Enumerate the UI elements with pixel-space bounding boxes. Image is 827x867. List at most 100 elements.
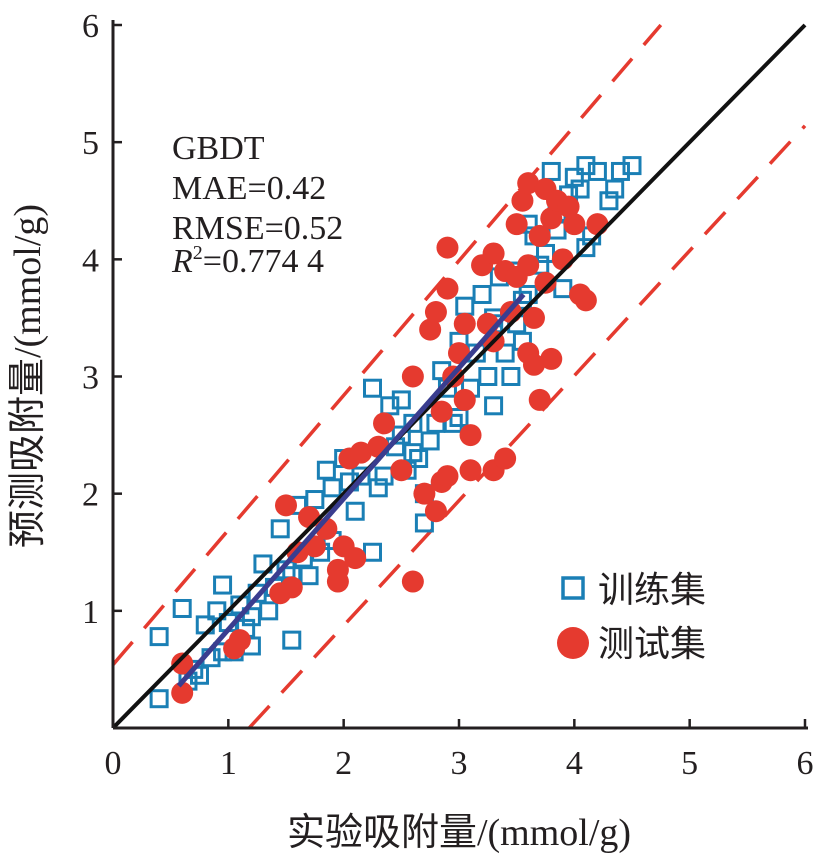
test-point [413, 482, 436, 505]
test-point [534, 271, 557, 294]
train-point [610, 161, 630, 181]
train-point [172, 598, 192, 618]
metrics-annotation: GBDT MAE=0.42 RMSE=0.52 R2=0.774 4 [171, 130, 343, 280]
train-point [455, 296, 475, 316]
test-point [430, 400, 453, 423]
test-point [482, 242, 505, 265]
train-point [368, 478, 388, 498]
train-point [587, 161, 607, 181]
legend-test-label: 测试集 [598, 624, 706, 664]
test-point [275, 494, 297, 517]
legend-train-label: 训练集 [598, 570, 706, 610]
test-point [424, 301, 447, 324]
y-axis-label: 预测吸附量/(mmol/g) [7, 204, 49, 548]
train-point [512, 290, 532, 310]
y-tick-label: 1 [82, 594, 99, 631]
train-point [576, 238, 596, 258]
axes: 0 1 2 3 4 5 6 1 2 3 4 5 6 [82, 8, 814, 782]
train-point [414, 513, 434, 533]
test-point [269, 582, 292, 605]
train-point [270, 519, 290, 539]
test-point [540, 207, 563, 230]
legend-test-marker [557, 627, 589, 659]
test-point [436, 236, 459, 259]
test-point [373, 412, 396, 435]
train-point [622, 156, 642, 176]
fit-line [176, 292, 526, 688]
x-tick-label: 6 [797, 745, 814, 782]
x-axis-label: 实验吸附量/(mmol/g) [287, 812, 631, 854]
test-point [419, 318, 442, 341]
test-point [171, 652, 194, 675]
test-point [326, 570, 349, 593]
train-point [282, 630, 302, 650]
train-point [363, 378, 382, 398]
test-point [528, 224, 551, 247]
test-point [511, 189, 534, 212]
train-point [345, 501, 365, 521]
train-point [207, 601, 227, 621]
test-point [586, 213, 609, 236]
train-point [380, 396, 400, 416]
x-tick-label: 3 [451, 745, 468, 782]
test-point [223, 637, 246, 660]
test-point [522, 306, 545, 329]
test-point [390, 459, 413, 482]
test-point [436, 465, 459, 488]
train-point [478, 367, 498, 386]
test-point [563, 213, 586, 236]
train-point [374, 466, 394, 486]
train-point [403, 413, 423, 433]
model-name: GBDT [172, 130, 265, 167]
y-tick-label: 2 [82, 477, 99, 514]
train-point [409, 449, 429, 469]
train-point [305, 490, 325, 510]
test-point [557, 195, 580, 218]
x-tick-label: 1 [220, 745, 237, 782]
test-point [436, 277, 459, 300]
train-point [472, 284, 492, 304]
train-point [149, 627, 169, 647]
train-point [259, 601, 279, 621]
r2-symbol: R [171, 243, 193, 280]
test-point [540, 347, 563, 370]
x-tick-label: 2 [335, 745, 352, 782]
train-point [213, 575, 233, 595]
train-point [443, 413, 463, 433]
test-point [453, 312, 476, 335]
train-point [322, 478, 342, 498]
test-point [349, 441, 372, 464]
identity-line [113, 23, 807, 728]
train-point [484, 396, 504, 416]
train-point [299, 566, 319, 586]
test-point [505, 213, 528, 236]
train-point [495, 343, 515, 363]
train-point [351, 466, 371, 486]
upper-bound-line [113, 23, 663, 666]
test-point [551, 248, 574, 271]
test-point [459, 424, 482, 447]
test-point [453, 388, 476, 411]
legend: 训练集 测试集 [557, 570, 706, 664]
y-tick-label: 3 [82, 360, 99, 397]
train-point [576, 156, 596, 176]
train-point [403, 443, 423, 463]
train-point [564, 167, 584, 187]
train-point [605, 179, 625, 199]
test-point [494, 447, 517, 470]
train-point [420, 431, 440, 451]
train-point [149, 689, 169, 709]
lower-bound-line [247, 124, 807, 728]
train-point [449, 408, 469, 428]
test-point [574, 289, 597, 312]
train-point [391, 425, 411, 445]
test-point [517, 172, 540, 195]
train-point [599, 191, 619, 211]
test-point [367, 435, 390, 458]
r2-value: =0.774 4 [203, 243, 324, 280]
r2-label: R2=0.774 4 [171, 242, 324, 280]
test-point [401, 365, 424, 388]
test-point [459, 459, 482, 482]
train-point [391, 390, 411, 410]
